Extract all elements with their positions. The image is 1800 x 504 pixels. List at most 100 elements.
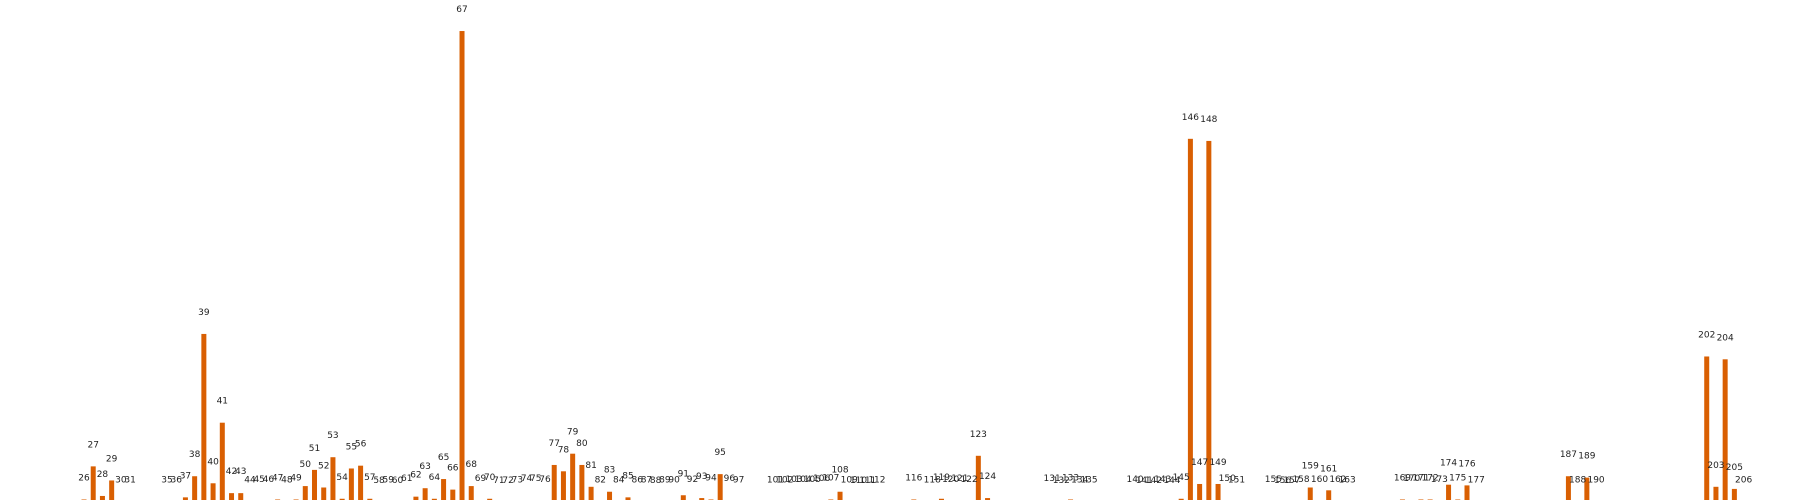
bar-label-121: 121 [951, 474, 968, 484]
bar-label-90: 90 [668, 476, 680, 486]
bar-label-155: 155 [1265, 475, 1282, 485]
bar-label-103: 103 [785, 475, 802, 485]
bar-label-176: 176 [1458, 459, 1475, 469]
bar-label-156: 156 [1274, 476, 1291, 486]
bar-label-71: 71 [493, 476, 504, 486]
bar-38 [192, 476, 198, 503]
bar-148 [1206, 140, 1212, 503]
bar-label-62: 62 [410, 471, 421, 481]
bar-label-120: 120 [942, 475, 959, 485]
bar-label-27: 27 [87, 440, 98, 450]
bar-label-54: 54 [336, 473, 348, 483]
bar-label-47: 47 [272, 473, 283, 483]
bar-label-151: 151 [1228, 476, 1245, 486]
bar-label-140: 140 [1126, 475, 1143, 485]
bar-label-60: 60 [392, 476, 404, 486]
bar-label-189: 189 [1578, 452, 1595, 462]
bar-label-78: 78 [558, 445, 570, 455]
bar-label-101: 101 [767, 476, 784, 486]
bar-label-48: 48 [281, 476, 293, 486]
bar-label-45: 45 [253, 475, 264, 485]
bar-56 [358, 465, 364, 503]
bar-label-37: 37 [180, 471, 191, 481]
bar-161 [1326, 490, 1332, 503]
bar-78 [560, 471, 566, 503]
bar-label-97: 97 [733, 476, 744, 486]
bar-label-40: 40 [207, 457, 219, 467]
bar-label-28: 28 [97, 470, 109, 480]
bar-label-112: 112 [868, 476, 885, 486]
bar-204 [1722, 359, 1728, 503]
bar-label-107: 107 [822, 473, 839, 483]
bar-label-118: 118 [924, 476, 941, 486]
bar-53 [330, 457, 336, 503]
bar-label-146: 146 [1182, 113, 1199, 123]
bar-label-142: 142 [1145, 476, 1162, 486]
bar-label-41: 41 [217, 397, 228, 407]
bar-label-82: 82 [595, 476, 606, 486]
bar-label-174: 174 [1440, 459, 1457, 469]
bar-label-119: 119 [933, 473, 950, 483]
bar-55 [348, 468, 354, 503]
bar-label-170: 170 [1403, 474, 1420, 484]
bar-65 [441, 479, 447, 503]
bar-label-73: 73 [512, 476, 523, 486]
bar-79 [570, 453, 576, 503]
bar-label-149: 149 [1209, 458, 1226, 468]
bars-layer [81, 31, 1747, 503]
bar-label-202: 202 [1698, 330, 1715, 340]
bar-42 [229, 493, 235, 503]
bar-label-96: 96 [724, 474, 736, 484]
bar-label-29: 29 [106, 454, 118, 464]
bar-label-206: 206 [1735, 476, 1752, 486]
bar-label-26: 26 [78, 473, 90, 483]
bar-202 [1704, 356, 1710, 503]
bar-label-46: 46 [263, 475, 275, 485]
bar-label-87: 87 [641, 476, 652, 486]
bar-41 [219, 422, 225, 503]
bar-label-70: 70 [484, 473, 496, 483]
bar-label-122: 122 [961, 475, 978, 485]
bar-label-134: 134 [1071, 476, 1088, 486]
bar-label-162: 162 [1329, 475, 1346, 485]
bar-123 [975, 455, 981, 503]
bar-label-188: 188 [1569, 476, 1586, 486]
bar-label-110: 110 [850, 476, 867, 486]
bar-label-74: 74 [521, 474, 533, 484]
bar-62 [413, 496, 419, 503]
bar-label-53: 53 [327, 431, 338, 441]
bar-label-94: 94 [705, 473, 717, 483]
bar-label-39: 39 [198, 308, 210, 318]
bar-label-190: 190 [1587, 476, 1604, 486]
bar-label-102: 102 [776, 476, 793, 486]
bar-label-109: 109 [841, 476, 858, 486]
bar-label-85: 85 [622, 471, 633, 481]
bar-label-158: 158 [1292, 475, 1309, 485]
bar-label-61: 61 [401, 474, 412, 484]
bar-label-116: 116 [905, 473, 922, 483]
bar-label-147: 147 [1191, 458, 1208, 468]
bar-label-55: 55 [346, 442, 357, 452]
bar-label-135: 135 [1080, 476, 1097, 486]
bar-label-95: 95 [714, 448, 725, 458]
bar-label-59: 59 [383, 476, 395, 486]
bar-203 [1713, 486, 1719, 503]
bar-label-124: 124 [979, 472, 996, 482]
bar-label-63: 63 [419, 462, 430, 472]
bar-label-58: 58 [373, 476, 385, 486]
bar-label-108: 108 [831, 466, 848, 476]
bar-68 [468, 486, 474, 503]
bar-label-145: 145 [1173, 473, 1190, 483]
bar-label-65: 65 [438, 453, 449, 463]
bar-label-157: 157 [1283, 476, 1300, 486]
bar-40 [210, 483, 216, 503]
bar-label-133: 133 [1062, 473, 1079, 483]
bar-label-148: 148 [1200, 115, 1217, 125]
bar-label-66: 66 [447, 464, 459, 474]
bar-label-36: 36 [170, 476, 182, 486]
bar-label-93: 93 [696, 472, 707, 482]
bar-label-75: 75 [530, 474, 541, 484]
bar-label-84: 84 [613, 476, 625, 486]
bar-label-105: 105 [804, 475, 821, 485]
